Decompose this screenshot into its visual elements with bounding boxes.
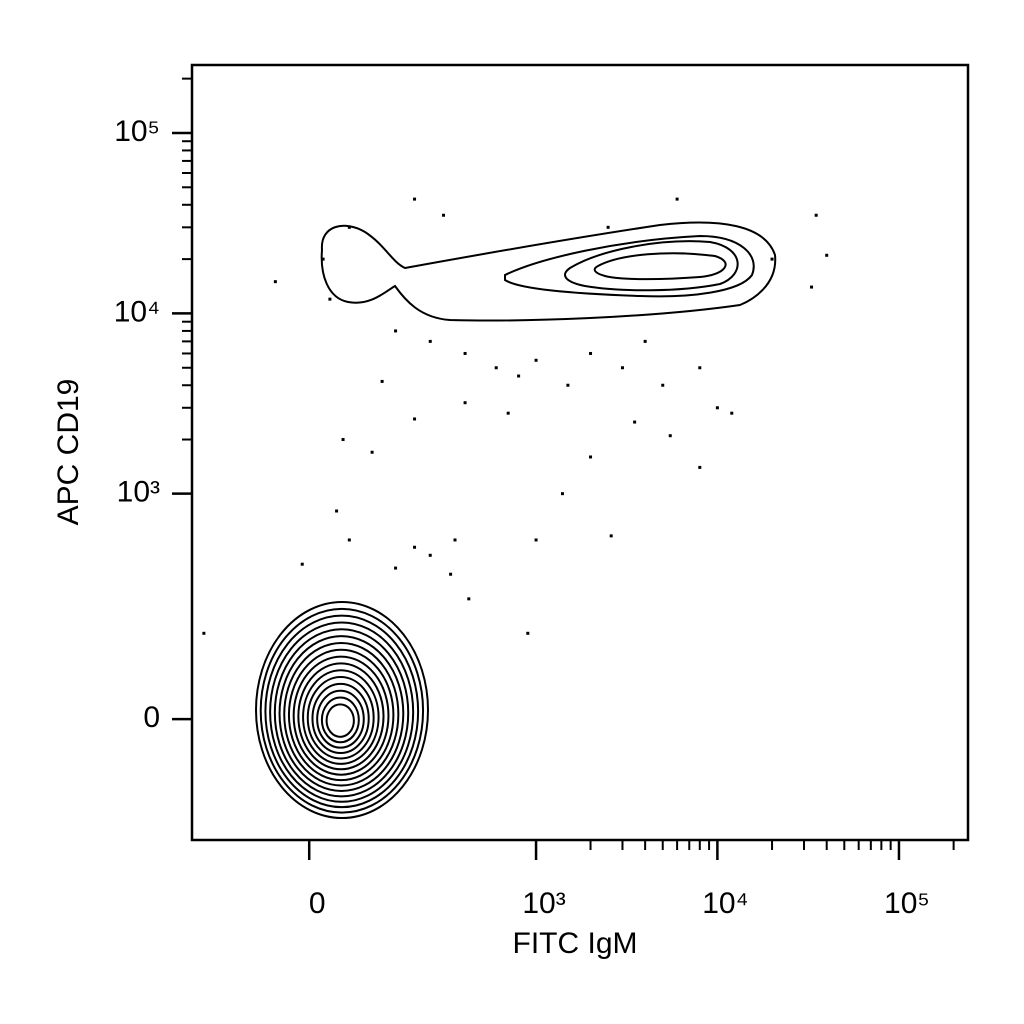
data-point (202, 631, 206, 635)
contour-line (320, 696, 360, 744)
contour-line (283, 641, 400, 787)
data-point (328, 297, 332, 301)
data-point (606, 225, 610, 229)
data-point (321, 257, 325, 261)
data-point (609, 534, 613, 538)
data-point (661, 383, 665, 387)
data-point (380, 379, 384, 383)
data-point (589, 351, 593, 355)
contour-line (302, 669, 380, 765)
contours (255, 221, 777, 819)
data-point (347, 225, 351, 229)
data-point (698, 465, 702, 469)
contour-line (316, 689, 365, 749)
contour-line (255, 601, 429, 819)
data-point (449, 572, 453, 576)
data-point (370, 450, 374, 454)
data-point (341, 438, 345, 442)
axes (172, 77, 955, 860)
contour-line (564, 240, 739, 292)
data-point (428, 339, 432, 343)
data-point (566, 383, 570, 387)
data-point (463, 351, 467, 355)
contour-line (325, 703, 355, 738)
data-point (770, 257, 774, 261)
data-point (534, 358, 538, 362)
data-point (273, 280, 277, 284)
contour-line (273, 628, 410, 798)
data-point (335, 509, 339, 513)
data-point (643, 339, 647, 343)
contour-line (264, 614, 420, 809)
data-point (394, 329, 398, 333)
y-tick-label: 10⁴ (114, 295, 160, 328)
data-point (463, 401, 467, 405)
data-point (467, 597, 471, 601)
y-tick-label: 10³ (117, 476, 160, 509)
data-point (506, 411, 510, 415)
data-point (730, 411, 734, 415)
data-point (300, 562, 304, 566)
data-point (810, 285, 814, 289)
contour-line (278, 635, 405, 792)
data-point (413, 545, 417, 549)
data-point (526, 631, 530, 635)
data-point (517, 374, 521, 378)
contour-line (504, 234, 755, 298)
y-tick-label: 0 (143, 701, 160, 734)
contour-line (292, 655, 390, 776)
data-point (633, 420, 637, 424)
x-tick-label: 10⁵ (884, 887, 930, 920)
data-point (814, 213, 818, 217)
contour-line (320, 221, 777, 322)
data-point (428, 553, 432, 557)
contour-line (287, 648, 395, 782)
data-point (675, 197, 679, 201)
contour-line (306, 676, 375, 760)
data-point (413, 417, 417, 421)
data-point (453, 538, 457, 542)
data-point (494, 366, 498, 370)
data-point (413, 197, 417, 201)
x-tick-label: 10³ (522, 887, 565, 920)
data-point (534, 538, 538, 542)
contour-line (297, 662, 385, 771)
data-point (698, 366, 702, 370)
data-point (560, 492, 564, 496)
data-point (715, 406, 719, 410)
data-point (589, 455, 593, 459)
contour-line (311, 682, 370, 755)
y-tick-label: 10⁵ (114, 115, 160, 148)
contour-line (259, 607, 425, 814)
data-point (668, 434, 672, 438)
data-point (620, 366, 624, 370)
x-axis-label: FITC IgM (513, 927, 638, 960)
plot-frame (190, 63, 970, 842)
y-axis-label: APC CD19 (52, 379, 85, 526)
data-point (442, 213, 446, 217)
contour-line (593, 252, 727, 281)
data-point (347, 538, 351, 542)
data-point (394, 566, 398, 570)
contour-line (269, 621, 415, 803)
x-tick-label: 0 (309, 887, 326, 920)
data-point (825, 253, 829, 257)
x-tick-label: 10⁴ (702, 887, 748, 920)
